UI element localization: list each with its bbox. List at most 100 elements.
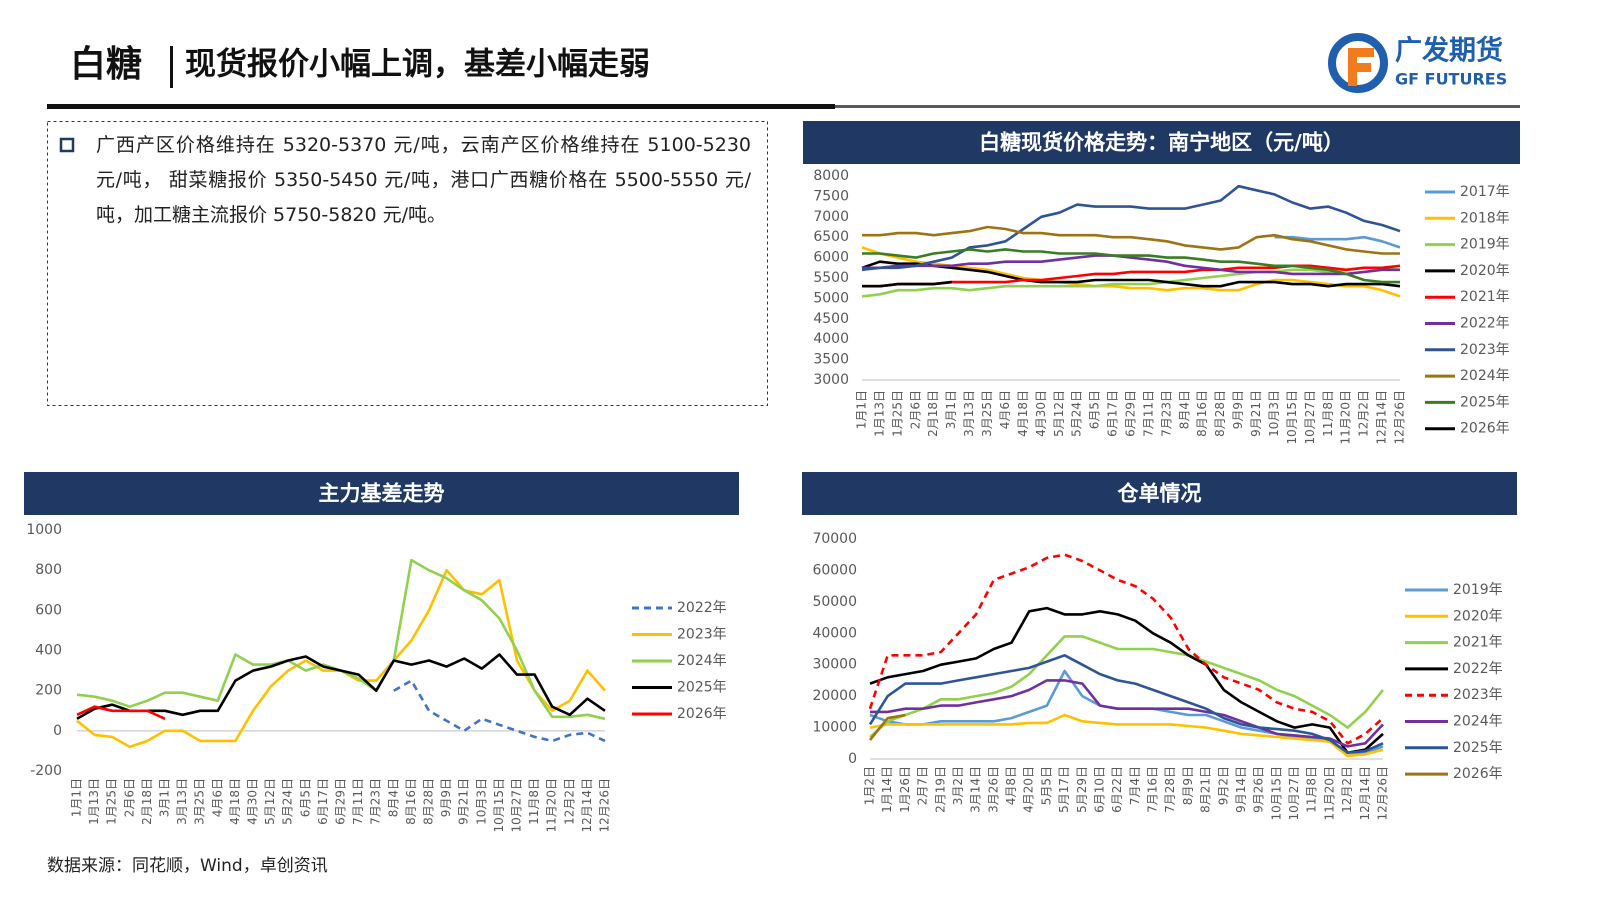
x-tick-label: 9月21日 (1249, 390, 1263, 437)
x-tick-label: 3月13日 (962, 390, 976, 437)
x-tick-label: 9月14日 (1234, 766, 1248, 813)
summary-text: 广西产区价格维持在 5320-5370 元/吨，云南产区价格维持在 5100-5… (96, 134, 751, 226)
y-tick-label: 20000 (812, 688, 857, 704)
chart-title: 主力基差走势 (319, 482, 445, 506)
x-tick-label: 8月16日 (404, 778, 418, 825)
x-tick-label: 3月25日 (980, 390, 994, 437)
x-tick-label: 6月22日 (1110, 766, 1124, 813)
chart-title-bar (24, 472, 739, 515)
y-tick-label: -200 (30, 763, 62, 779)
x-tick-label: 1月25日 (105, 778, 119, 825)
x-tick-label: 6月29日 (334, 778, 348, 825)
x-tick-label: 9月9日 (439, 778, 453, 817)
x-tick-label: 12月26日 (1393, 390, 1407, 445)
y-tick-label: 70000 (812, 531, 857, 547)
series-line (76, 558, 606, 721)
series-line (870, 679, 1384, 748)
x-tick-label: 5月12日 (1052, 390, 1066, 437)
series-line (869, 606, 1384, 754)
series-line (76, 653, 606, 720)
x-tick-label: 2月6日 (122, 778, 136, 817)
legend-label: 2018年 (1460, 210, 1510, 226)
x-tick-label: 12月14日 (1375, 390, 1389, 445)
series-line (869, 635, 1385, 738)
x-tick-label: 9月21日 (457, 778, 471, 825)
x-tick-label: 7月23日 (369, 778, 383, 825)
chart-title-bar (802, 472, 1517, 515)
logo-name: 广发期货 (1395, 35, 1503, 67)
x-tick-label: 8月16日 (1195, 390, 1209, 437)
charts: 白糖现货价格走势：南宁地区（元/吨）3000350040004500500055… (24, 121, 1520, 833)
y-tick-label: 6500 (813, 229, 849, 245)
y-tick-label: 800 (35, 562, 62, 578)
x-tick-label: 4月18日 (1016, 390, 1030, 437)
y-tick-label: 0 (53, 723, 62, 739)
y-tick-label: 5500 (813, 270, 849, 286)
x-tick-label: 8月21日 (1199, 766, 1213, 813)
series-line (862, 248, 1400, 284)
page-title: 白糖 (70, 44, 142, 85)
x-tick-label: 11月8日 (1321, 390, 1335, 437)
y-tick-label: 30000 (812, 657, 857, 673)
x-tick-label: 4月6日 (210, 778, 224, 817)
x-tick-label: 5月17日 (1057, 766, 1071, 813)
x-tick-label: 3月1日 (944, 390, 958, 429)
x-tick-label: 10月15日 (1269, 766, 1283, 821)
y-tick-label: 0 (848, 751, 857, 767)
x-tick-label: 8月9日 (1181, 766, 1195, 805)
x-tick-label: 7月23日 (1159, 390, 1173, 437)
legend-label: 2021年 (1460, 289, 1510, 305)
x-tick-label: 12月2日 (1340, 766, 1354, 813)
legend-label: 2026年 (677, 706, 727, 722)
header-rule (47, 104, 835, 109)
legend-label: 2024年 (677, 653, 727, 669)
x-tick-label: 10月27日 (1303, 390, 1317, 445)
x-tick-label: 10月3日 (1267, 390, 1281, 437)
x-tick-label: 3月26日 (986, 766, 1000, 813)
x-tick-label: 7月11日 (1141, 390, 1155, 437)
y-tick-label: 4000 (813, 331, 849, 347)
x-tick-label: 4月6日 (998, 390, 1012, 429)
legend-label: 2025年 (1460, 394, 1510, 410)
y-tick-label: 7500 (813, 188, 849, 204)
y-tick-label: 3000 (813, 372, 849, 388)
x-tick-label: 6月5日 (298, 778, 312, 817)
x-tick-label: 8月28日 (422, 778, 436, 825)
series-line (76, 568, 606, 749)
x-tick-label: 4月8日 (1004, 766, 1018, 805)
x-tick-label: 9月2日 (1216, 766, 1230, 805)
page-subtitle: 现货报价小幅上调，基差小幅走弱 (185, 47, 650, 83)
logo-ring (1328, 33, 1388, 93)
x-tick-label: 6月17日 (316, 778, 330, 825)
legend-label: 2025年 (677, 680, 727, 696)
x-tick-label: 3月13日 (175, 778, 189, 825)
x-tick-label: 11月20日 (545, 778, 559, 833)
x-tick-label: 2月6日 (908, 390, 922, 429)
x-tick-label: 8月4日 (1177, 390, 1191, 429)
y-tick-label: 1000 (26, 522, 62, 538)
legend-label: 2022年 (1460, 316, 1510, 332)
x-tick-label: 2月18日 (140, 778, 154, 825)
x-tick-label: 5月24日 (1070, 390, 1084, 437)
y-tick-label: 4500 (813, 311, 849, 327)
y-tick-label: 60000 (812, 562, 857, 578)
x-tick-label: 5月29日 (1075, 766, 1089, 813)
x-tick-label: 12月14日 (580, 778, 594, 833)
series-line (861, 184, 1401, 272)
x-tick-label: 10月15日 (492, 778, 506, 833)
x-tick-label: 7月11日 (351, 778, 365, 825)
x-tick-label: 1月26日 (898, 766, 912, 813)
x-tick-label: 11月8日 (1305, 766, 1319, 813)
logo-mark (1348, 48, 1374, 86)
x-tick-label: 11月8日 (527, 778, 541, 825)
x-tick-label: 7月28日 (1163, 766, 1177, 813)
title-separator (170, 46, 173, 88)
series-line (869, 713, 1384, 758)
x-tick-label: 8月28日 (1213, 390, 1227, 437)
legend-label: 2022年 (677, 600, 727, 616)
y-tick-label: 50000 (812, 594, 857, 610)
chart-title: 白糖现货价格走势：南宁地区（元/吨） (979, 131, 1344, 155)
x-tick-label: 6月10日 (1092, 766, 1106, 813)
x-tick-label: 4月30日 (1034, 390, 1048, 437)
